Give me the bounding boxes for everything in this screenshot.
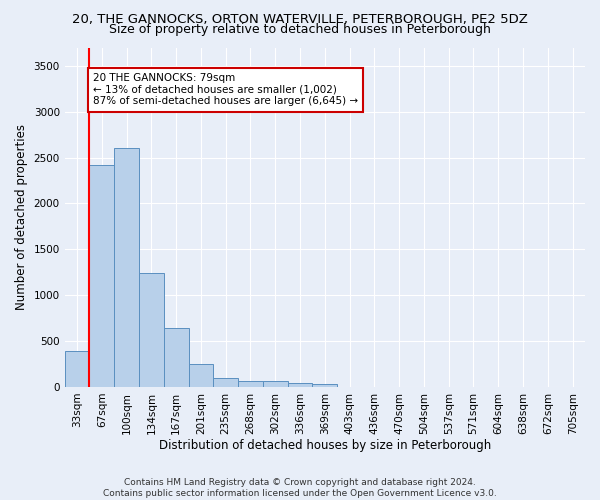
Bar [164, 328, 188, 387]
Bar [287, 383, 313, 387]
Y-axis label: Number of detached properties: Number of detached properties [15, 124, 28, 310]
Bar [188, 364, 214, 387]
Text: 20 THE GANNOCKS: 79sqm
← 13% of detached houses are smaller (1,002)
87% of semi-: 20 THE GANNOCKS: 79sqm ← 13% of detached… [93, 73, 358, 106]
Text: 20, THE GANNOCKS, ORTON WATERVILLE, PETERBOROUGH, PE2 5DZ: 20, THE GANNOCKS, ORTON WATERVILLE, PETE… [72, 12, 528, 26]
Text: Size of property relative to detached houses in Peterborough: Size of property relative to detached ho… [109, 22, 491, 36]
Bar [139, 273, 164, 387]
Bar [214, 378, 238, 387]
X-axis label: Distribution of detached houses by size in Peterborough: Distribution of detached houses by size … [159, 440, 491, 452]
Text: Contains HM Land Registry data © Crown copyright and database right 2024.
Contai: Contains HM Land Registry data © Crown c… [103, 478, 497, 498]
Bar [263, 382, 287, 387]
Bar [89, 165, 114, 387]
Bar [313, 384, 337, 387]
Bar [114, 148, 139, 387]
Bar [65, 351, 89, 387]
Bar [238, 381, 263, 387]
